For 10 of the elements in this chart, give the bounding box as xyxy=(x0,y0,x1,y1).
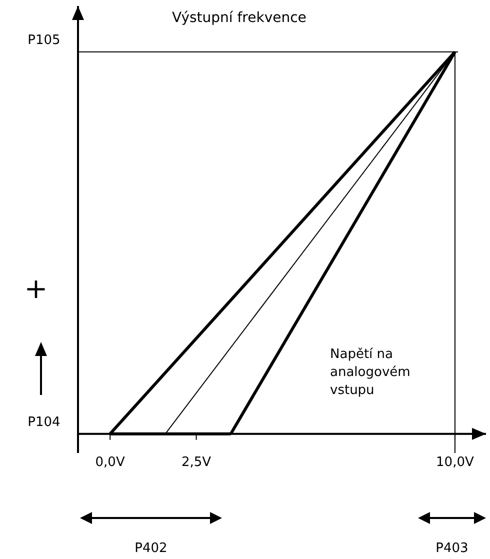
x-tick-label: 0,0V xyxy=(95,454,125,470)
annotation: Napětí na analogovém vstupu xyxy=(330,347,410,398)
text: + xyxy=(24,272,48,305)
text: P402 xyxy=(134,541,168,556)
text: P105 xyxy=(28,32,60,48)
chart-title: Výstupní frekvence xyxy=(172,10,306,26)
x-tick-label: 10,0V xyxy=(436,454,474,470)
text: P403 xyxy=(436,541,468,556)
x-tick-label: 2,5V xyxy=(182,454,212,470)
text: P104 xyxy=(28,414,60,430)
